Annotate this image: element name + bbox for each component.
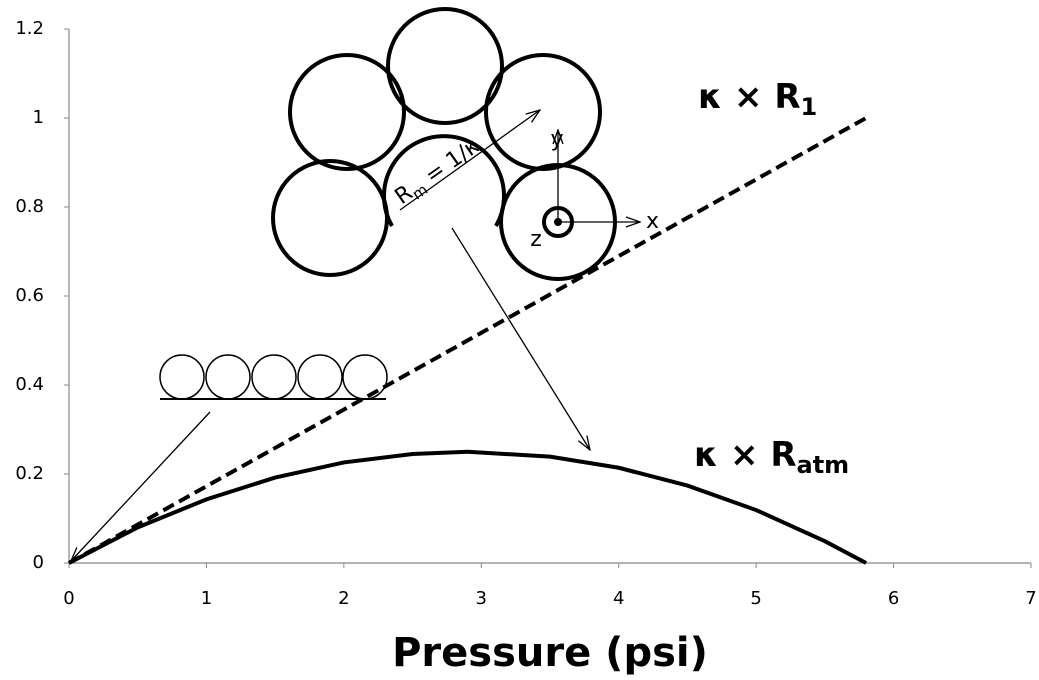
annotation-subscript: atm	[797, 451, 850, 479]
axis-z-label: z	[530, 227, 542, 252]
x-tick-label: 0	[63, 588, 74, 609]
x-tick-label: 5	[750, 588, 761, 609]
x-tick-label: 1	[201, 588, 212, 609]
y-tick-label: 0	[33, 552, 44, 573]
cluster-diagram	[271, 7, 640, 450]
x-axis-title: Pressure (psi)	[392, 630, 708, 676]
y-tick-label: 0.6	[15, 285, 44, 306]
y-tick-label: 0.2	[15, 463, 44, 484]
axis-x-label: x	[646, 209, 659, 234]
x-tick-label: 7	[1025, 588, 1036, 609]
annotation-subscript: 1	[801, 93, 818, 121]
solid-line	[68, 449, 868, 565]
annotation: κ × R1	[698, 77, 817, 122]
axis-y-label: y	[550, 127, 563, 152]
y-tick-label: 0.8	[15, 196, 44, 217]
annotation-text: κ × R	[694, 435, 797, 475]
radius-equation: = 1/κ	[415, 134, 484, 193]
annotation: κ × Ratm	[694, 435, 849, 480]
x-tick-label: 4	[613, 588, 624, 609]
annotation-text: κ × R	[698, 77, 801, 117]
row-diagram	[71, 354, 388, 561]
radius-label: Rm = 1/κ	[391, 134, 486, 212]
y-tick-label: 1.2	[15, 18, 44, 39]
dashed-line	[68, 116, 868, 565]
x-tick-label: 3	[476, 588, 487, 609]
y-tick-label: 0.4	[15, 374, 44, 395]
y-tick-label: 1	[33, 107, 44, 128]
x-tick-label: 2	[338, 588, 349, 609]
x-tick-label: 6	[888, 588, 899, 609]
